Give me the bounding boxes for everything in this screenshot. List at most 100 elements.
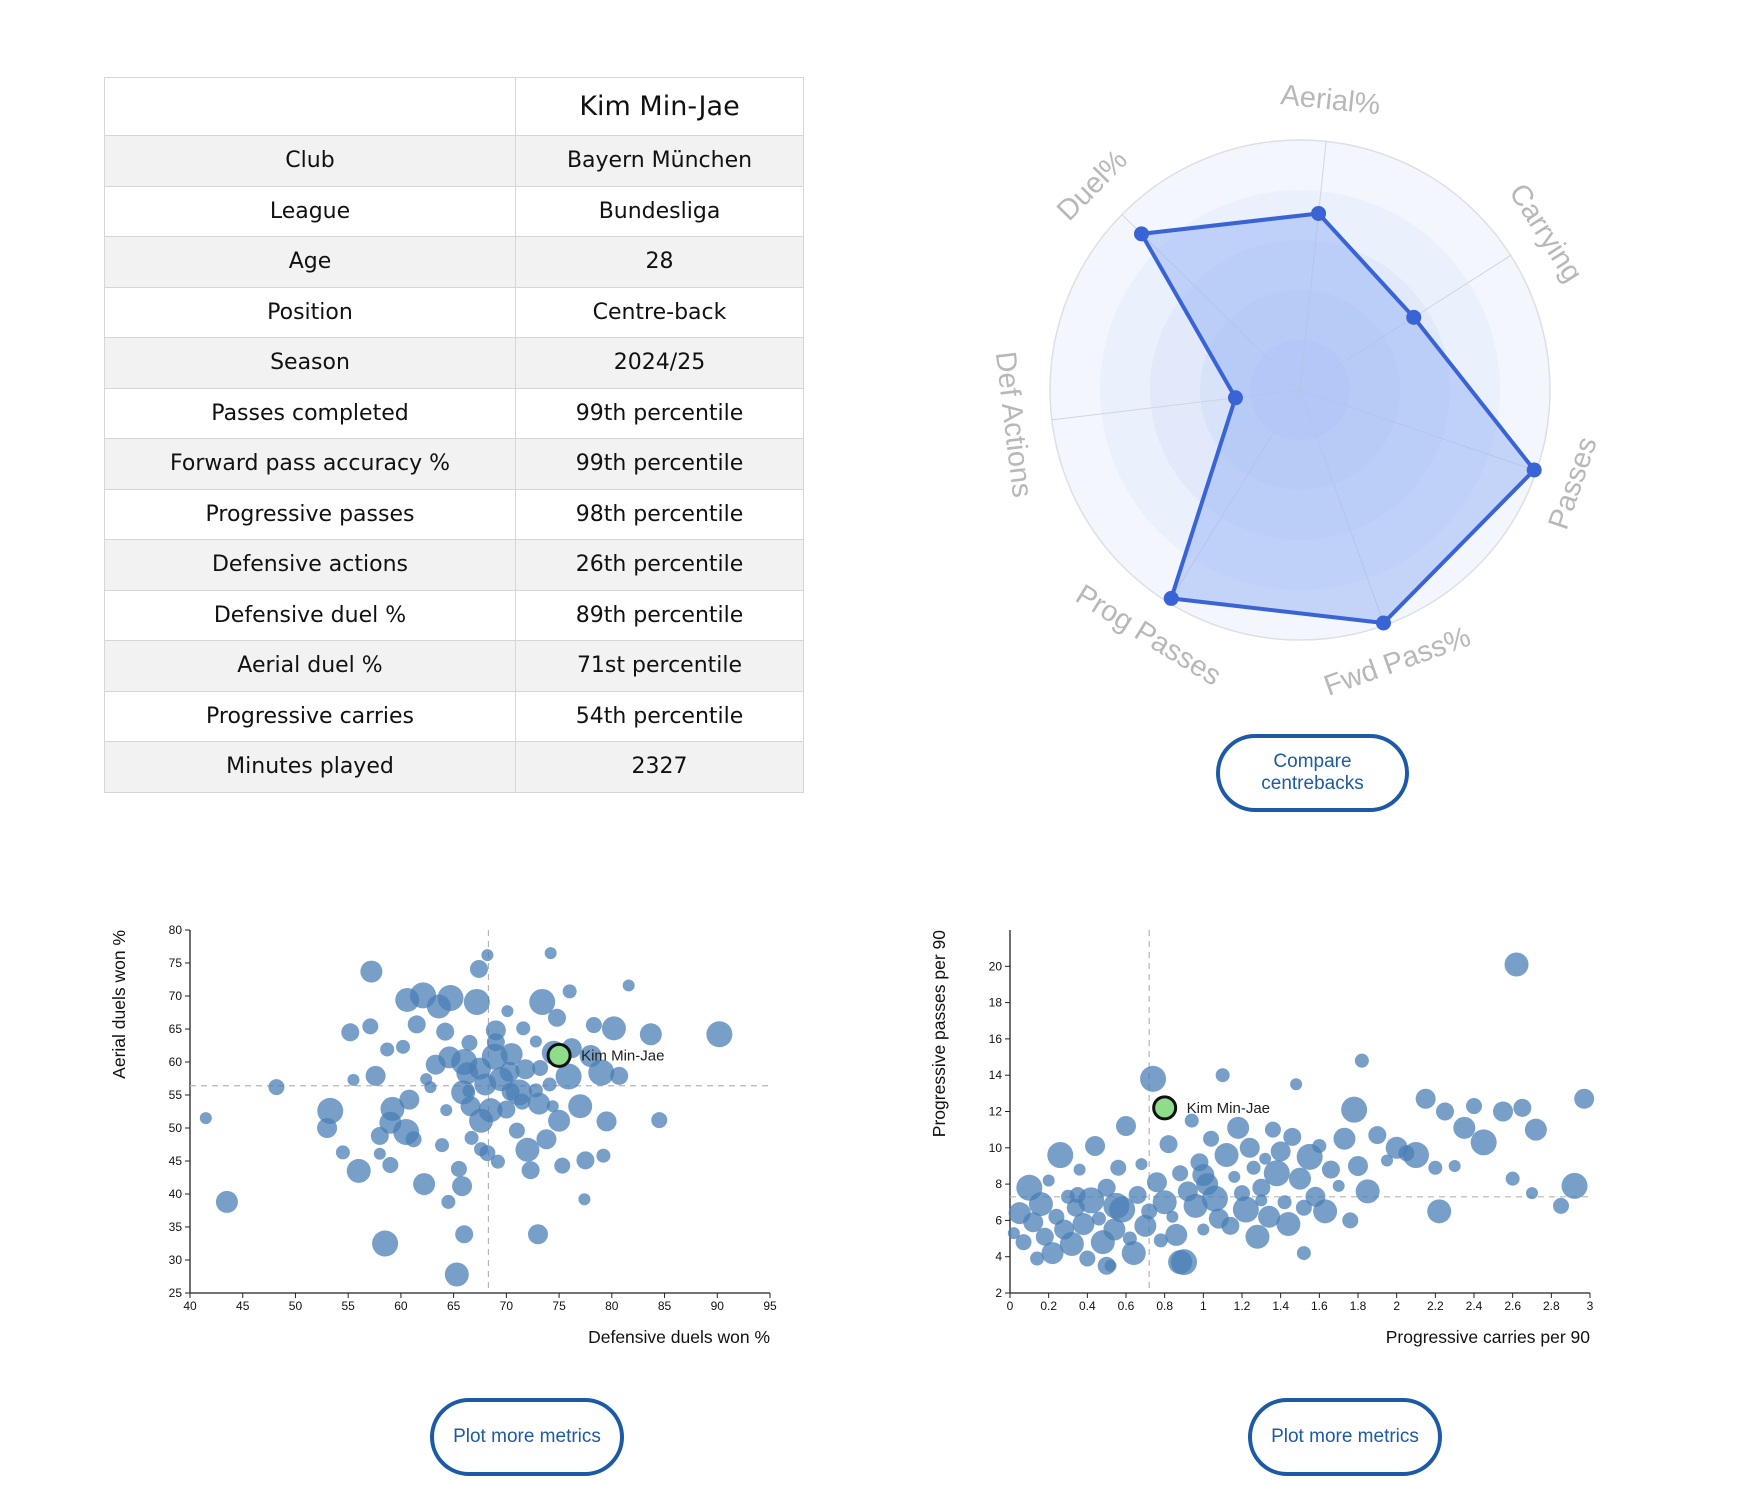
scatter-point — [1097, 1256, 1116, 1275]
player-name: Kim Min-Jae — [515, 77, 804, 136]
scatter-point — [1312, 1138, 1327, 1153]
scatter-point — [1159, 1135, 1178, 1154]
scatter-point — [542, 1077, 557, 1092]
scatter-point — [1277, 1195, 1292, 1210]
y-tick-label: 55 — [169, 1088, 183, 1102]
scatter-point — [1069, 1186, 1086, 1203]
profile-row-value: 54th percentile — [515, 690, 804, 742]
scatter-point — [1403, 1142, 1429, 1169]
x-tick-label: 1 — [1200, 1299, 1207, 1313]
scatter-point — [536, 1129, 557, 1150]
scatter-point — [1368, 1126, 1387, 1145]
profile-row-value: 28 — [515, 236, 804, 288]
x-tick-label: 45 — [236, 1299, 250, 1313]
scatter-point — [515, 1059, 536, 1080]
profile-row: Progressive carries 54th percentile — [104, 690, 804, 742]
scatter-point — [405, 1131, 422, 1148]
scatter-point — [1035, 1227, 1054, 1246]
scatter-point — [441, 1194, 456, 1209]
scatter-point — [1259, 1152, 1272, 1165]
y-tick-label: 2 — [995, 1286, 1002, 1300]
compare-centrebacks-label: Compare centrebacks — [1261, 751, 1364, 794]
scatter-point — [501, 1005, 514, 1018]
scatter-point — [1453, 1116, 1476, 1139]
scatter-point — [516, 1021, 531, 1036]
scatter-point — [1091, 1211, 1106, 1226]
scatter-point — [568, 1094, 593, 1119]
scatter-point — [1183, 1193, 1208, 1218]
y-tick-label: 8 — [995, 1177, 1002, 1191]
scatter-point — [1121, 1241, 1146, 1266]
scatter-point — [424, 1081, 437, 1094]
scatter-point — [1028, 1192, 1053, 1217]
y-tick-label: 80 — [169, 923, 183, 937]
x-tick-label: 95 — [763, 1299, 777, 1313]
scatter-point — [481, 949, 494, 962]
scatter-point — [1246, 1160, 1261, 1175]
y-tick-label: 6 — [995, 1213, 1002, 1227]
scatter-point — [463, 988, 490, 1015]
scatter-point — [335, 1145, 350, 1160]
scatter-point — [1203, 1130, 1220, 1147]
scatter-point — [372, 1230, 399, 1257]
scatter-point — [1042, 1174, 1055, 1187]
scatter-point — [1103, 1192, 1130, 1219]
profile-row-value: 98th percentile — [515, 488, 804, 540]
radar-area — [1139, 211, 1537, 625]
scatter-point — [528, 1224, 548, 1245]
scatter-point — [555, 1063, 582, 1090]
x-tick-label: 0.8 — [1156, 1299, 1173, 1313]
scatter-point — [413, 1173, 436, 1196]
scatter-point — [486, 1033, 505, 1052]
profile-row-label: Defensive actions — [104, 539, 516, 591]
scatter-point — [588, 1059, 615, 1086]
radar-axis-label: Passes — [1543, 433, 1604, 533]
y-tick-label: 12 — [989, 1105, 1003, 1119]
scatter-point — [508, 1122, 525, 1139]
profile-row-value: 2024/25 — [515, 337, 804, 389]
profile-row: Aerial duel % 71st percentile — [104, 640, 804, 692]
y-tick-label: 65 — [169, 1022, 183, 1036]
highlight-point — [546, 1042, 572, 1068]
scatter-point — [341, 1023, 360, 1042]
scatter-point — [1228, 1170, 1241, 1183]
profile-row-value[interactable]: Bayern München — [515, 135, 804, 187]
scatter-point — [268, 1079, 285, 1096]
highlight-label: Kim Min-Jae — [581, 1047, 664, 1064]
y-tick-label: 50 — [169, 1121, 183, 1135]
profile-row: Progressive passes 98th percentile — [104, 488, 804, 540]
scatter-point — [490, 1154, 505, 1169]
scatter-point — [1332, 1179, 1345, 1192]
scatter-point — [1574, 1088, 1595, 1109]
scatter-point — [1214, 1143, 1239, 1168]
scatter-point — [1232, 1196, 1259, 1223]
profile-row: Position Centre-back — [104, 286, 804, 338]
profile-row-label: League — [104, 185, 516, 237]
profile-table-body: Kim Min-Jae Club Bayern München League Bund… — [104, 77, 804, 793]
scatter-point — [1134, 1214, 1157, 1237]
scatter-point — [1513, 1098, 1532, 1117]
y-tick-label: 4 — [995, 1250, 1002, 1264]
scatter-point — [1030, 1251, 1045, 1266]
plot-more-metrics-button-left[interactable]: Plot more metrics — [430, 1398, 624, 1476]
radar-point — [1227, 390, 1243, 406]
scatter-point — [1255, 1194, 1268, 1207]
profile-row-value[interactable]: Centre-back — [515, 286, 804, 338]
x-tick-label: 1.4 — [1272, 1299, 1289, 1313]
plot-more-metrics-button-right[interactable]: Plot more metrics — [1248, 1398, 1442, 1476]
x-tick-label: 1.2 — [1234, 1299, 1251, 1313]
scatter-point — [1526, 1187, 1538, 1200]
scatter-point — [440, 1104, 453, 1117]
profile-row-label: Minutes played — [104, 741, 516, 793]
scatter-point — [407, 1015, 426, 1034]
y-tick-label: 18 — [989, 996, 1003, 1010]
radar-point — [1375, 615, 1391, 631]
compare-centrebacks-button[interactable]: Compare centrebacks — [1216, 734, 1409, 812]
scatter-point — [451, 1049, 478, 1075]
profile-row: Age 28 — [104, 236, 804, 288]
scatter-point — [1153, 1233, 1168, 1248]
scatter-point — [1007, 1227, 1020, 1240]
scatter-point — [514, 1093, 531, 1110]
scatter-point — [464, 1130, 479, 1145]
